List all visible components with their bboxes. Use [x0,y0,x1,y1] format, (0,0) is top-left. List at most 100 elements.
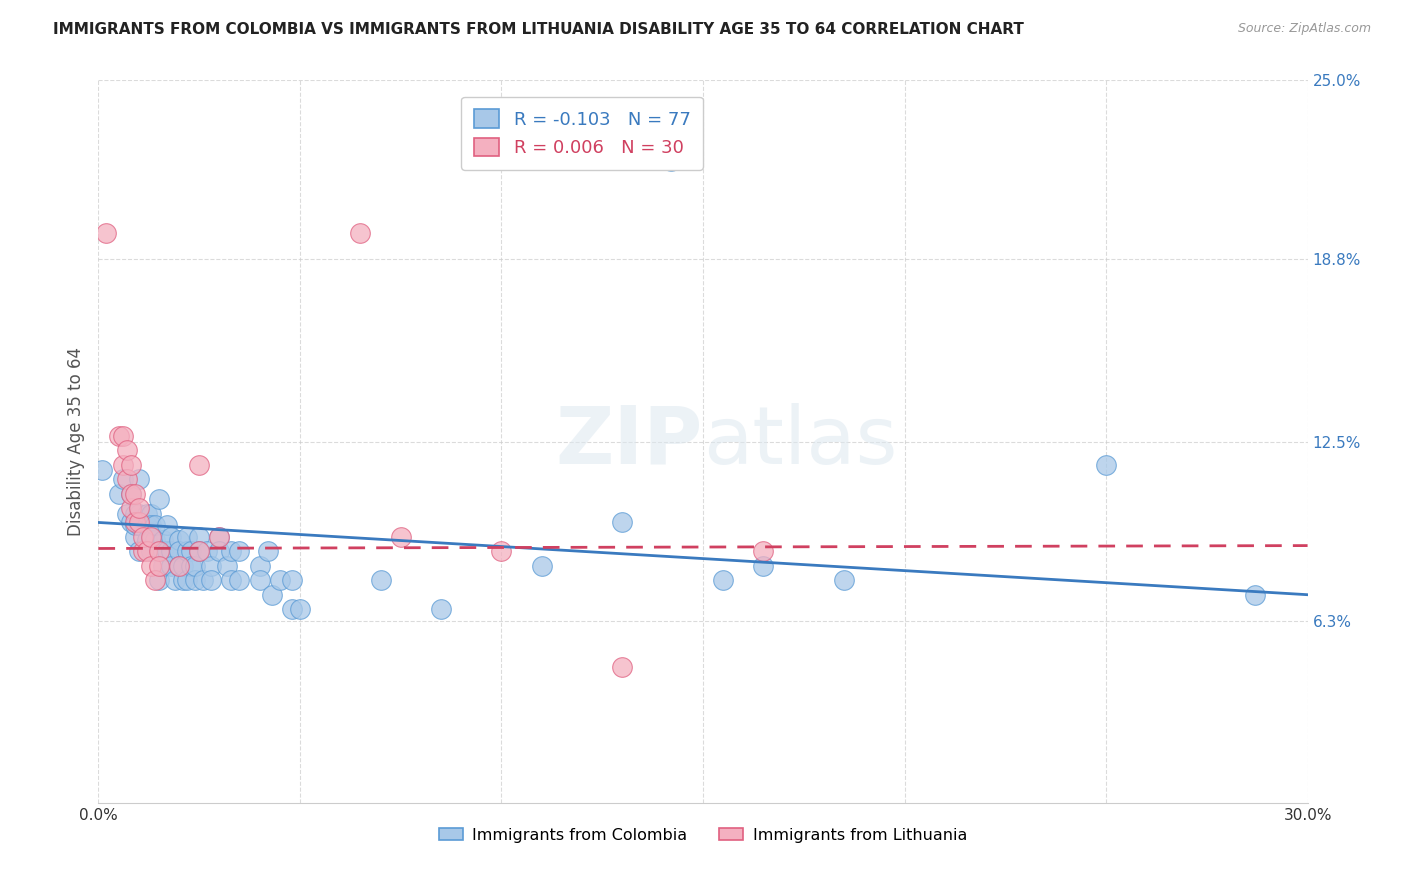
Point [249,574,271,588]
Text: ZIP: ZIP [555,402,703,481]
Point [120,486,142,500]
Point [167,558,190,573]
Point [115,507,138,521]
Point [124,530,146,544]
Point [1095,458,1118,472]
Point [389,530,412,544]
Point [188,458,211,472]
Point [752,558,775,573]
Point [1244,588,1267,602]
Point [167,533,190,547]
Text: Source: ZipAtlas.com: Source: ZipAtlas.com [1237,22,1371,36]
Point [143,574,166,588]
Point [152,533,174,547]
Point [143,533,166,547]
Point [180,558,202,573]
Point [143,518,166,533]
Point [281,602,304,616]
Point [96,227,118,241]
Point [221,574,243,588]
Point [832,574,855,588]
Point [120,516,142,530]
Point [139,544,162,558]
Point [132,544,155,558]
Point [184,574,207,588]
Point [200,558,222,573]
Point [128,501,150,516]
Point [249,558,271,573]
Point [120,486,142,500]
Point [188,530,211,544]
Point [139,530,162,544]
Point [184,558,207,573]
Point [152,544,174,558]
Text: IMMIGRANTS FROM COLOMBIA VS IMMIGRANTS FROM LITHUANIA DISABILITY AGE 35 TO 64 CO: IMMIGRANTS FROM COLOMBIA VS IMMIGRANTS F… [53,22,1025,37]
Point [107,429,129,443]
Point [491,544,513,558]
Point [115,443,138,458]
Point [612,660,634,674]
Point [111,458,134,472]
Point [176,574,198,588]
Point [111,472,134,486]
Point [160,530,183,544]
Point [120,501,142,516]
Y-axis label: Disability Age 35 to 64: Disability Age 35 to 64 [66,347,84,536]
Point [124,518,146,533]
Point [260,588,283,602]
Point [228,544,250,558]
Point [208,530,231,544]
Point [176,530,198,544]
Point [120,458,142,472]
Point [349,227,371,241]
Point [139,558,162,573]
Point [135,533,157,547]
Point [148,544,170,558]
Point [139,507,162,521]
Point [135,518,157,533]
Point [148,558,170,573]
Point [180,544,202,558]
Point [752,544,775,558]
Point [208,544,231,558]
Point [132,530,155,544]
Point [281,574,304,588]
Point [530,558,553,573]
Point [172,558,194,573]
Point [156,518,179,533]
Point [128,544,150,558]
Point [163,574,186,588]
Point [107,486,129,500]
Point [193,574,215,588]
Point [269,574,291,588]
Point [288,602,311,616]
Text: atlas: atlas [703,402,897,481]
Point [167,544,190,558]
Point [139,533,162,547]
Point [221,544,243,558]
Point [124,516,146,530]
Point [152,558,174,573]
Point [148,492,170,507]
Point [195,544,218,558]
Point [256,544,278,558]
Point [124,486,146,500]
Legend: Immigrants from Colombia, Immigrants from Lithuania: Immigrants from Colombia, Immigrants fro… [433,822,973,849]
Point [111,429,134,443]
Point [217,558,239,573]
Point [172,574,194,588]
Point [659,154,682,169]
Point [167,558,190,573]
Point [139,518,162,533]
Point [156,544,179,558]
Point [188,544,211,558]
Point [148,574,170,588]
Point [188,544,211,558]
Point [208,530,231,544]
Point [135,544,157,558]
Point [160,558,183,573]
Point [430,602,453,616]
Point [115,472,138,486]
Point [176,544,198,558]
Point [91,463,114,477]
